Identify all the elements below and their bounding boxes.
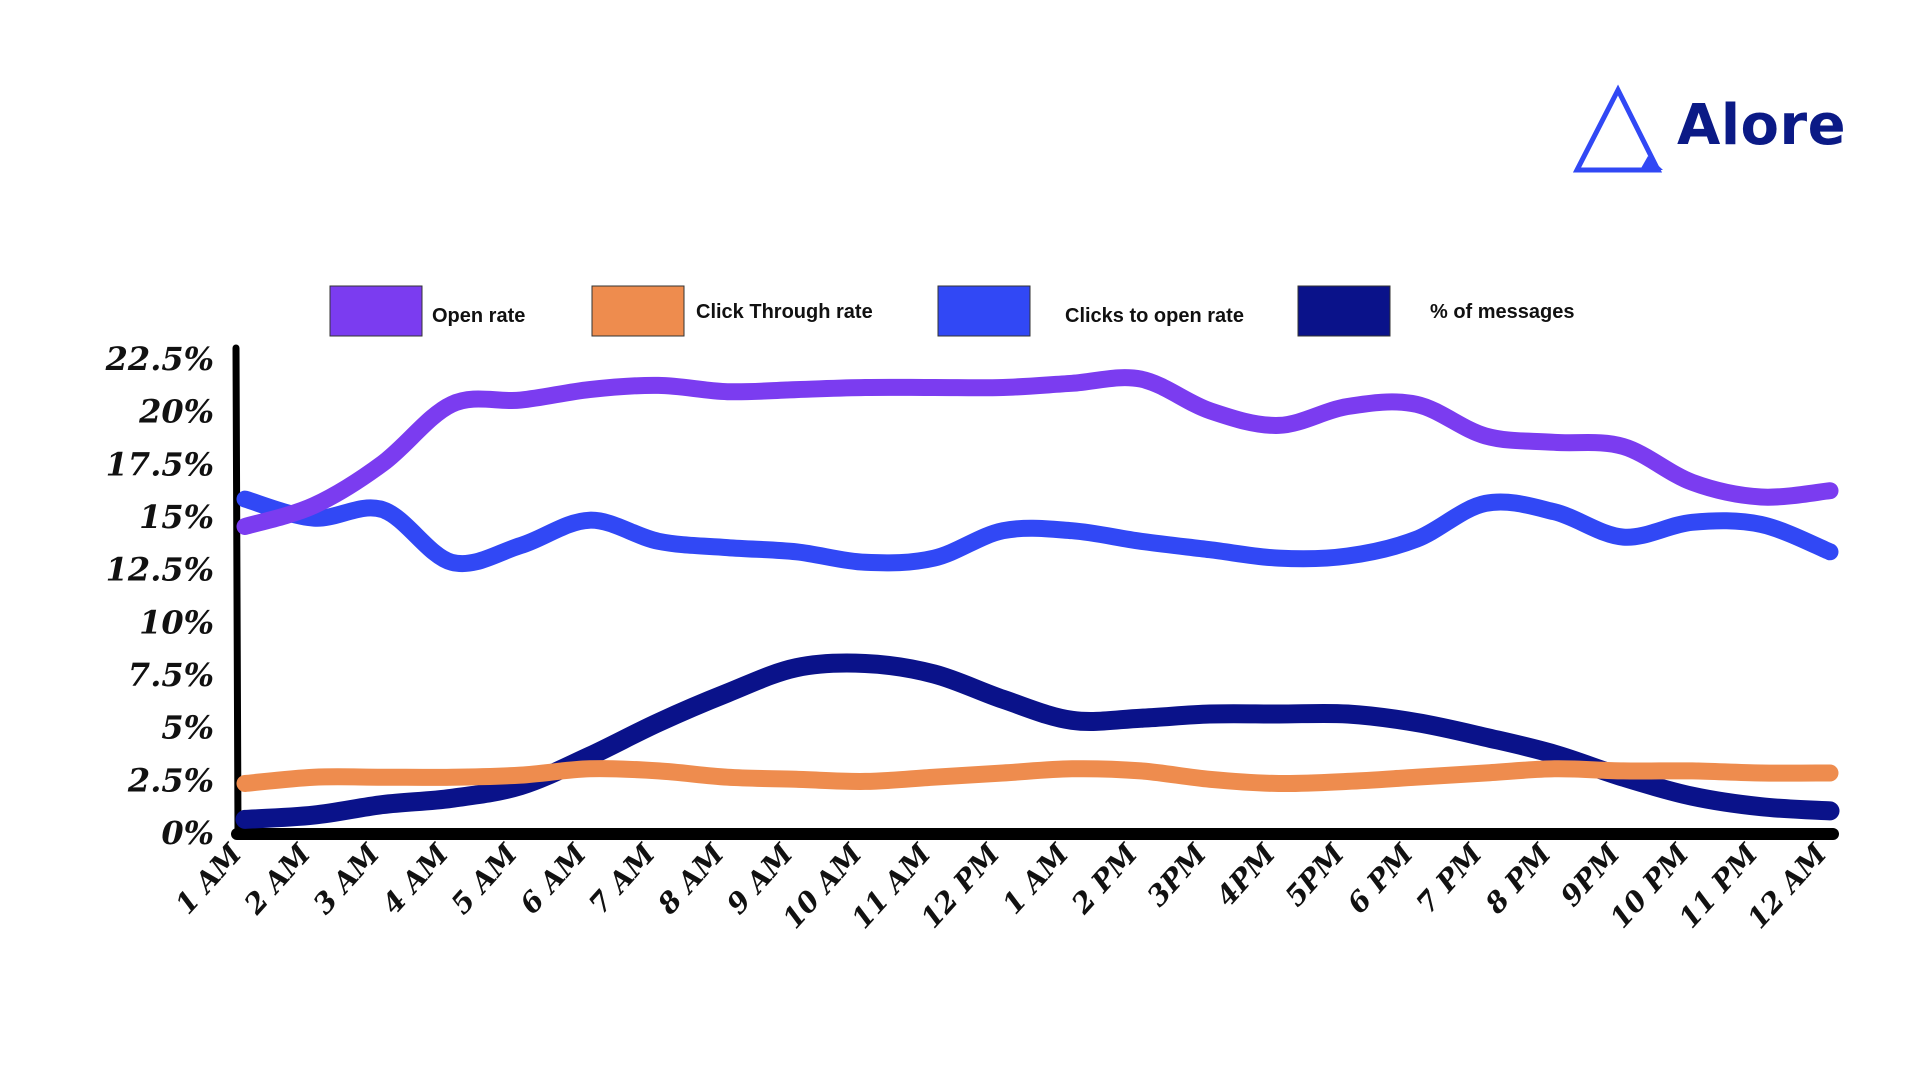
legend-label: Open rate — [432, 305, 525, 327]
x-tick-label: 7 AM — [582, 837, 662, 921]
x-tick-label: 3 AM — [307, 837, 387, 921]
x-tick-label: 5PM — [1278, 837, 1351, 913]
legend-swatch — [937, 285, 1031, 337]
series-click-through-rate — [236, 760, 1839, 793]
y-tick-label: 7.5% — [128, 656, 214, 694]
y-tick-label: 17.5% — [106, 445, 214, 483]
x-tick-label: 4 AM — [376, 837, 456, 921]
y-tick-label: 2.5% — [127, 761, 214, 799]
x-tick-label: 8 PM — [1478, 837, 1558, 921]
y-tick-label: 22.5% — [105, 340, 214, 378]
brand-logo: Alore — [1572, 84, 1872, 184]
y-tick-label: 15% — [139, 498, 214, 536]
legend-item: Open rate — [329, 285, 525, 337]
x-tick-label: 8 AM — [651, 837, 732, 921]
series-clicks-to-open-rate — [236, 490, 1839, 573]
x-tick-label: 3PM — [1141, 837, 1214, 913]
legend-swatch — [1297, 285, 1391, 337]
x-tick-label: 2 PM — [1064, 837, 1144, 921]
y-tick-label: 12.5% — [106, 551, 214, 589]
legend-item: % of messages — [1297, 285, 1575, 337]
legend-swatch — [329, 285, 423, 337]
y-tick-label: 0% — [161, 814, 214, 852]
x-tick-label: 6 AM — [513, 837, 593, 921]
x-tick-label: 5 AM — [444, 837, 524, 921]
x-tick-label: 1 AM — [996, 837, 1076, 921]
x-tick-label: 6 PM — [1341, 837, 1421, 920]
series-open-rate — [236, 369, 1839, 535]
legend-label: Click Through rate — [696, 301, 873, 323]
y-tick-label: 5% — [161, 709, 214, 747]
y-tick-label: 20% — [138, 393, 214, 431]
series-percent-messages — [235, 653, 1840, 829]
x-tick-label: 2 AM — [237, 837, 318, 921]
legend-label: % of messages — [1430, 301, 1575, 323]
y-tick-label: 10% — [139, 603, 214, 641]
x-tick-label: 4PM — [1210, 837, 1283, 913]
legend-label: Clicks to open rate — [1065, 305, 1244, 327]
brand-name: Alore — [1677, 93, 1847, 158]
x-tick-label: 7 PM — [1410, 837, 1490, 920]
legend-item: Click Through rate — [591, 285, 873, 337]
y-axis-line — [232, 344, 242, 838]
legend-swatch — [591, 285, 685, 337]
triangle-logo-icon — [1572, 84, 1663, 173]
legend-item: Clicks to open rate — [937, 285, 1244, 337]
